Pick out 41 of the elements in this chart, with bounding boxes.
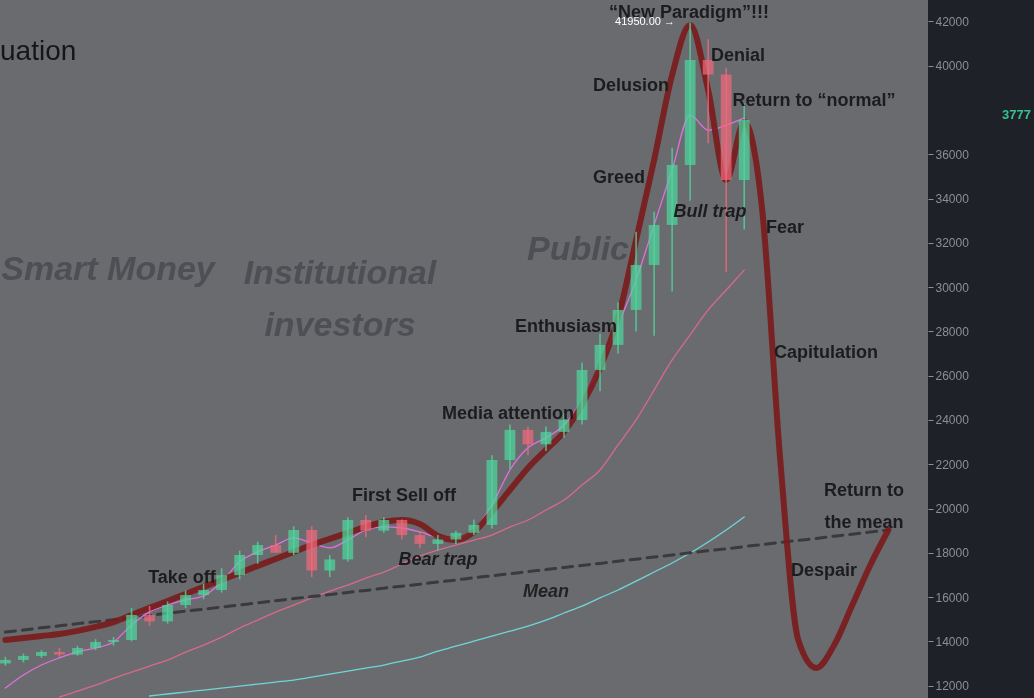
candlestick [360,514,372,539]
candlestick [144,605,155,627]
candlestick [540,425,552,452]
y-tick-label: 18000 [935,546,970,561]
candlestick [252,540,264,565]
text: uation [0,35,77,66]
y-tick-label: 30000 [935,280,970,295]
annotation: Denial [710,45,766,65]
candlestick [234,549,246,581]
y-tick-label: 14000 [935,634,970,649]
y-tick-label: 20000 [935,502,970,516]
annotation: Media attention [441,403,575,423]
line-series [148,516,745,697]
y-tick-label: 40000 [935,59,970,74]
y-tick-label: 16000 [935,590,970,605]
candlestick [702,38,714,145]
y-tick-label: 36000 [935,147,970,162]
annotation: Fear [765,217,805,237]
annotation: Despair [790,560,858,580]
candlestick [324,554,336,578]
annotation: Return to the mean [824,480,904,532]
y-tick-label: 32000 [935,236,970,251]
candlestick [288,525,300,556]
text: 3777 [1002,107,1031,122]
y-tick-label: 12000 [935,679,970,694]
y-tick-label: 42000 [935,14,970,29]
candlestick [216,567,228,594]
y-tick-label: 28000 [935,324,970,339]
series-label: Mean [522,580,569,601]
y-tick-label: 24000 [935,413,970,428]
candlestick [522,425,534,457]
y-tick-label: 22000 [935,457,970,472]
annotation: Return to “normal” [732,90,896,110]
annotation: Take off [148,567,217,587]
y-tick-label: 26000 [935,369,970,384]
annotation: Enthusiasm [514,316,618,336]
annotation: First Sell off [351,485,458,505]
annotation: Greed [592,167,646,187]
candlestick [162,600,173,625]
y-tick-label: 34000 [935,192,970,207]
annotation: Delusion [592,75,670,95]
